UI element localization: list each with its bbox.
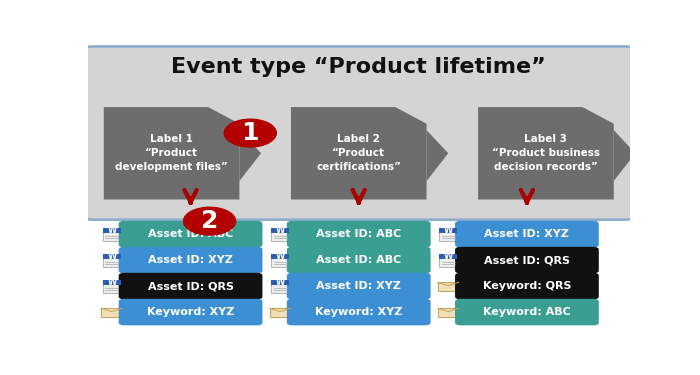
Polygon shape [284,228,289,230]
Text: Asset ID: ABC: Asset ID: ABC [148,229,233,239]
Polygon shape [478,107,614,200]
Text: Keyword: ABC: Keyword: ABC [483,307,570,317]
FancyBboxPatch shape [287,221,430,248]
Text: W: W [444,252,453,261]
Polygon shape [116,254,121,256]
FancyBboxPatch shape [455,273,598,299]
Text: 1: 1 [241,121,259,145]
Text: Label 1
“Product
development files”: Label 1 “Product development files” [115,134,228,172]
FancyBboxPatch shape [119,221,262,248]
FancyBboxPatch shape [287,247,430,273]
FancyBboxPatch shape [271,254,289,259]
Circle shape [183,207,236,235]
FancyBboxPatch shape [271,228,289,233]
Text: Keyword: XYZ: Keyword: XYZ [147,307,234,317]
Polygon shape [291,107,426,200]
FancyBboxPatch shape [440,228,457,233]
Text: Asset ID: XYZ: Asset ID: XYZ [484,229,569,239]
FancyBboxPatch shape [103,228,121,241]
Text: Asset ID: QRS: Asset ID: QRS [148,281,234,291]
FancyBboxPatch shape [270,308,290,317]
Text: Asset ID: ABC: Asset ID: ABC [316,255,401,265]
FancyBboxPatch shape [103,280,121,292]
Text: Event type “Product lifetime”: Event type “Product lifetime” [172,57,546,76]
Circle shape [224,119,276,147]
Text: Asset ID: QRS: Asset ID: QRS [484,255,570,265]
FancyBboxPatch shape [271,228,289,241]
FancyBboxPatch shape [455,247,598,273]
FancyBboxPatch shape [271,280,289,285]
FancyBboxPatch shape [440,254,457,259]
Polygon shape [116,280,121,282]
FancyBboxPatch shape [271,254,289,267]
Text: W: W [107,278,116,287]
Text: Keyword: XYZ: Keyword: XYZ [315,307,402,317]
Text: Asset ID: ABC: Asset ID: ABC [316,229,401,239]
Text: Asset ID: XYZ: Asset ID: XYZ [316,281,401,291]
FancyBboxPatch shape [438,308,458,317]
Polygon shape [104,107,239,200]
Text: W: W [276,278,285,287]
FancyBboxPatch shape [103,280,121,285]
FancyBboxPatch shape [79,46,638,220]
FancyBboxPatch shape [119,299,262,326]
Text: W: W [444,226,453,235]
FancyBboxPatch shape [103,254,121,267]
Polygon shape [284,280,289,282]
Polygon shape [426,130,448,181]
FancyBboxPatch shape [440,254,457,267]
Text: Asset ID: XYZ: Asset ID: XYZ [148,255,233,265]
FancyBboxPatch shape [119,273,262,299]
FancyBboxPatch shape [287,299,430,326]
FancyBboxPatch shape [103,254,121,259]
Text: Label 3
“Product business
decision records”: Label 3 “Product business decision recor… [492,134,600,172]
Polygon shape [239,130,261,181]
Polygon shape [452,254,457,256]
FancyBboxPatch shape [440,228,457,241]
Text: W: W [276,252,285,261]
Polygon shape [284,254,289,256]
Text: W: W [107,226,116,235]
FancyBboxPatch shape [271,280,289,292]
FancyBboxPatch shape [455,221,598,248]
Text: W: W [276,226,285,235]
Polygon shape [116,228,121,230]
FancyBboxPatch shape [103,228,121,233]
FancyBboxPatch shape [102,308,122,317]
FancyBboxPatch shape [287,273,430,299]
FancyBboxPatch shape [455,299,598,326]
Text: W: W [107,252,116,261]
FancyBboxPatch shape [119,247,262,273]
Text: Keyword: QRS: Keyword: QRS [483,281,571,291]
FancyBboxPatch shape [438,282,458,291]
Text: 2: 2 [201,209,218,233]
Polygon shape [614,130,636,181]
Text: Label 2
“Product
certifications”: Label 2 “Product certifications” [316,134,401,172]
Polygon shape [452,228,457,230]
